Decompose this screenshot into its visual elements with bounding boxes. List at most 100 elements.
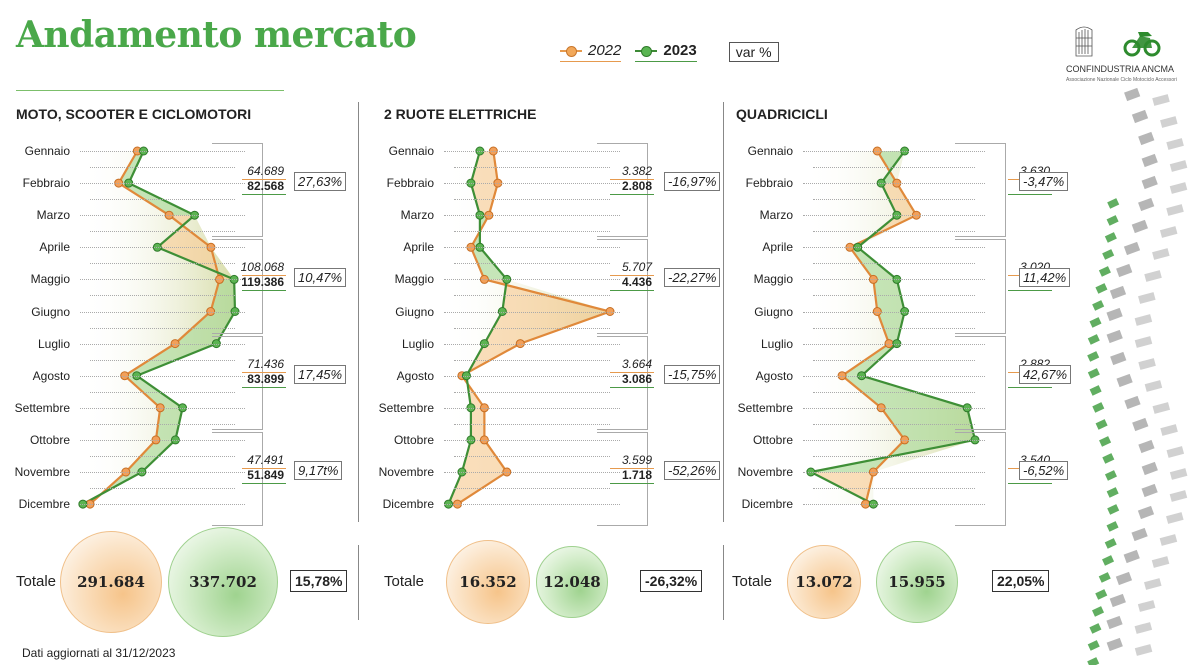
panel-2-month-guide [444, 311, 620, 313]
panel-2-month-label: Maggio [394, 272, 434, 287]
panel-3-month-label: Aprile [762, 240, 793, 255]
panel-2-quarter-bracket [597, 335, 648, 430]
panel-3-month-guide [813, 263, 975, 265]
panel-3-quarter-variation: -6,52% [1019, 461, 1069, 480]
panel-1-month-guide [80, 375, 245, 377]
panel-1-month-guide [90, 231, 235, 233]
panel-2-month-label: Agosto [396, 368, 434, 383]
panel-3-month-guide [813, 488, 975, 490]
panel-1-total-2023-bubble: 337.702 [168, 527, 278, 637]
panel-2-quarter-value-2022: 3.599 [621, 453, 652, 467]
panel-2-month-guide [444, 375, 620, 377]
panel-1-month-label: Agosto [32, 368, 70, 383]
panel-2-quarter-value-2022: 3.664 [621, 356, 652, 371]
panel-2-total-variation: -26,32% [640, 570, 703, 592]
panel-1-month-guide [90, 263, 235, 265]
panel-2-month-label: Aprile [403, 240, 434, 255]
panel-2-month-label: Dicembre [382, 497, 434, 512]
panel-2-month-guide [444, 215, 620, 217]
panel-2-month-guide [444, 343, 620, 345]
panel-2-month-guide [454, 359, 610, 361]
panel-1-quarter-bracket [212, 143, 263, 238]
panel-3-title: QUADRICICLI [736, 106, 828, 122]
panel-2-underline-2022 [610, 179, 654, 181]
panel-1-quarter-value-2023: 83.899 [247, 371, 284, 386]
panel-3-month-guide [803, 215, 985, 217]
panel-1-quarter-variation: 27,63% [294, 172, 347, 192]
panel-3-month-guide [803, 504, 985, 506]
panel-3-month-label: Settembre [737, 400, 793, 415]
panel-1-month-guide [90, 295, 235, 297]
legend-label-2022: 2022 [588, 42, 622, 59]
page-title: Andamento mercato [16, 14, 417, 56]
panel-2-quarter-value-2022: 3.382 [621, 164, 652, 179]
panel-2-month-label: Ottobre [393, 432, 434, 447]
panel-3-month-label: Novembre [737, 465, 793, 479]
panel-1-month-guide [90, 359, 235, 361]
panel-1-quarter-variation: 9,17t% [294, 461, 343, 480]
panel-3-quarter-variation: -3,47% [1019, 172, 1069, 192]
panel-1-month-guide [90, 455, 235, 457]
panel-1-month-guide [90, 327, 235, 329]
panel-1-quarter-variation: 10,47% [294, 268, 347, 288]
panel-3-month-guide [813, 295, 975, 297]
panel-3-month-label: Marzo [759, 208, 793, 223]
panel-3-month-label: Giugno [754, 304, 793, 319]
legend-swatch-2023 [635, 45, 658, 57]
var-percent-label: var % [728, 42, 779, 62]
panel-3-quarter-variation: 42,67% [1019, 364, 1072, 384]
panel-3-month-guide [803, 375, 985, 377]
panel-2-month-guide [444, 472, 620, 473]
panel-3-underline-2023 [1008, 194, 1052, 196]
panel-3-total-2023-bubble: 15.955 [876, 541, 958, 623]
panel-1-month-label: Gennaio [24, 144, 70, 158]
panel-1-month-guide [80, 311, 245, 313]
panel-2-month-label: Marzo [400, 208, 434, 223]
panel-1-underline-2022 [242, 468, 286, 469]
panel-1-title: MOTO, SCOOTER E CICLOMOTORI [16, 106, 252, 122]
panel-3-month-label: Dicembre [741, 497, 793, 512]
panel-2-month-guide [454, 327, 610, 329]
legend-item-2022: 2022 [560, 42, 622, 62]
title-underline [16, 90, 284, 91]
panel-2-quarter-variation: -15,75% [664, 364, 721, 384]
footer-note: Dati aggiornati al 31/12/2023 [22, 646, 176, 660]
panel-3-quarter-variation: 11,42% [1019, 268, 1071, 288]
panel-1-underline-2023 [242, 290, 286, 292]
panel-2-quarter-value-2022: 5.707 [621, 260, 652, 275]
panel-3-month-guide [803, 183, 985, 185]
panel-3-quarter-bracket [955, 335, 1006, 430]
panel-2-month-guide [454, 295, 610, 297]
panel-3-underline-2023 [1008, 483, 1052, 484]
panel-2-quarter-variation: -52,26% [664, 461, 721, 480]
panel-3-month-guide [813, 359, 975, 361]
panel-3-month-label: Luglio [760, 336, 793, 351]
panel-1-month-guide [80, 407, 245, 409]
panel-1-month-label: Marzo [36, 208, 70, 223]
panel-2-underline-2022 [610, 371, 654, 373]
panel-1-separator [358, 102, 359, 522]
panel-1-month-label: Dicembre [18, 497, 70, 512]
panel-3-month-guide [813, 167, 975, 169]
panel-1-quarter-value-2022: 71.436 [247, 356, 284, 371]
panel-1-month-guide [80, 343, 245, 345]
panel-2-quarter-value-2023: 4.436 [621, 275, 652, 290]
panel-1-month-guide [80, 183, 245, 185]
panel-1-underline-2022 [242, 179, 286, 181]
panel-2-quarter-value-2023: 1.718 [621, 468, 652, 482]
panel-2-underline-2023 [610, 194, 654, 196]
panel-1-quarter-bracket [212, 239, 263, 334]
panel-2-quarter-bracket [597, 239, 648, 334]
panel-1-month-label: Luglio [37, 336, 70, 351]
panel-3-underline-2023 [1008, 386, 1052, 388]
legend-label-2023: 2023 [663, 42, 697, 59]
panel-1-month-guide [80, 504, 245, 506]
panel-3-month-guide [813, 231, 975, 233]
panel-1-underline-2022 [242, 275, 286, 277]
panel-2-quarter-value-2023: 2.808 [621, 179, 652, 194]
panel-2-month-guide [454, 199, 610, 201]
logo-subtext: Associazione Nazionale Ciclo Motociclo A… [1066, 77, 1177, 83]
panel-1-quarter-value-2022: 47.491 [247, 453, 284, 467]
panel-1-month-label: Novembre [14, 465, 70, 479]
panel-3-month-label: Ottobre [752, 432, 793, 447]
